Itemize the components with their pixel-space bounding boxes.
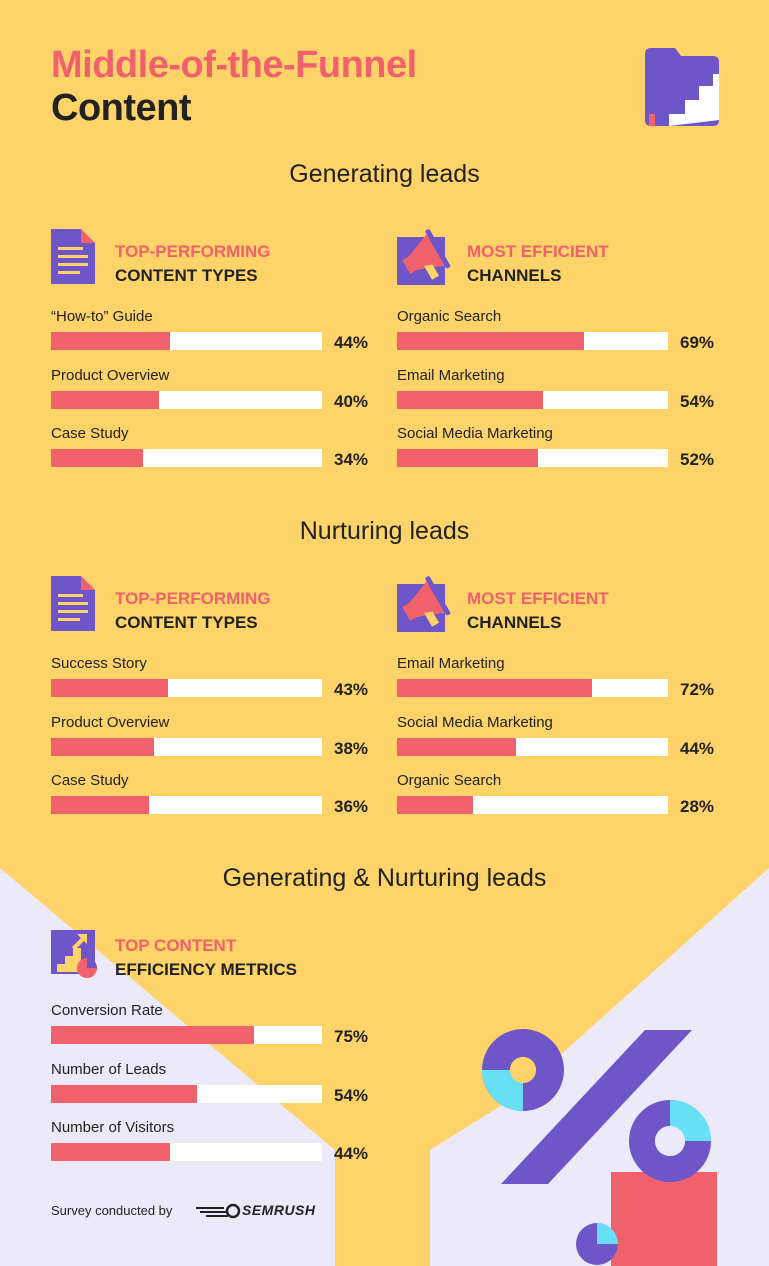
bar-label: Social Media Marketing (397, 713, 553, 731)
bar-value-label: 38% (334, 738, 369, 758)
page-title-line2: Content (51, 87, 192, 129)
bar-label: Social Media Marketing (397, 425, 553, 442)
bar-track (51, 390, 322, 409)
megaphone-icon (397, 576, 451, 632)
semrush-wordmark: SEMRUSH (242, 1202, 316, 1218)
bar-value-label: 40% (334, 391, 369, 411)
bar-label: Case Study (51, 772, 129, 789)
megaphone-icon (397, 229, 451, 285)
generating-content-types-heading: TOP-PERFORMING CONTENT TYPES (115, 242, 271, 285)
bar-track (397, 679, 668, 697)
document-icon (51, 576, 95, 631)
bar-track (397, 449, 668, 467)
bar-value-label: 52% (680, 450, 715, 469)
bar-value-label: 72% (680, 680, 715, 699)
semrush-logo: SEMRUSH (196, 1201, 316, 1219)
bar (51, 1084, 198, 1103)
bar-track (51, 332, 322, 350)
bar (51, 332, 171, 350)
bar-track (397, 737, 668, 756)
bar-label: Email Marketing (397, 655, 505, 672)
page-title-line1: Middle-of-the-Funnel (51, 44, 417, 86)
bar-label: Product Overview (51, 713, 170, 731)
section-generating-nurturing-leads: Generating & Nurturing leads (222, 864, 547, 892)
bar (51, 1026, 255, 1044)
nurturing-content-types-heading: TOP-PERFORMING CONTENT TYPES (115, 589, 271, 632)
bar (51, 449, 144, 467)
semrush-fire-icon (196, 1203, 241, 1219)
bar-label: Organic Search (397, 308, 502, 325)
bar (397, 390, 544, 409)
bar-label: Case Study (51, 425, 129, 442)
bar-track (397, 390, 668, 409)
bar (397, 679, 593, 697)
bar-label: Number of Leads (51, 1060, 167, 1078)
bar-track (397, 332, 668, 350)
section-generating-leads: Generating leads (289, 160, 480, 188)
bar-value-label: 36% (334, 797, 369, 816)
bar (51, 1143, 171, 1161)
bar (51, 679, 168, 697)
section-nurturing-leads: Nurturing leads (299, 517, 470, 545)
bar-label: Success Story (51, 655, 147, 672)
bar-label: Number of Visitors (51, 1119, 175, 1136)
bar-track (51, 1026, 322, 1044)
bar-value-label: 54% (334, 1085, 369, 1105)
donut-chart-icon (482, 1029, 564, 1111)
bar-track (397, 796, 668, 814)
generating-channels-heading: MOST EFFICIENT CHANNELS (467, 242, 609, 285)
bar-label: Organic Search (397, 772, 502, 789)
growth-chart-icon (51, 930, 97, 978)
donut-chart-icon (629, 1100, 711, 1182)
bar (397, 332, 584, 350)
bar-value-label: 44% (334, 333, 369, 352)
percent-sign-icon (501, 1030, 692, 1184)
bar (397, 796, 473, 814)
bar-track (51, 1084, 322, 1103)
pie-chart-icon (576, 1223, 618, 1265)
bar (51, 737, 154, 756)
bar (51, 390, 160, 409)
bar-value-label: 54% (680, 391, 715, 411)
decorative-illustration (482, 1029, 717, 1266)
bar-value-label: 44% (334, 1144, 369, 1163)
bar (51, 796, 149, 814)
bar-label: “How-to” Guide (51, 308, 153, 325)
bar-value-label: 34% (334, 450, 369, 469)
efficiency-metrics-heading: TOP CONTENT EFFICIENCY METRICS (115, 936, 297, 979)
bar-value-label: 28% (680, 797, 715, 816)
survey-label: Survey conducted by (51, 1203, 173, 1218)
bar-label: Product Overview (51, 366, 170, 384)
bar (397, 449, 538, 467)
bar-track (51, 737, 322, 756)
bar-track (51, 796, 322, 814)
bar-label: Email Marketing (397, 366, 505, 384)
bar-track (51, 1143, 322, 1161)
bar-track (51, 679, 322, 697)
bar-value-label: 69% (680, 333, 715, 352)
bar-value-label: 75% (334, 1027, 369, 1046)
bar-value-label: 43% (334, 680, 369, 699)
bar-track (51, 449, 322, 467)
nurturing-channels-heading: MOST EFFICIENT CHANNELS (467, 589, 609, 632)
document-icon (51, 229, 95, 284)
folder-stairs-icon (645, 48, 719, 126)
bar-label: Conversion Rate (51, 1002, 163, 1019)
bar (397, 737, 517, 756)
bar-value-label: 44% (680, 738, 715, 758)
